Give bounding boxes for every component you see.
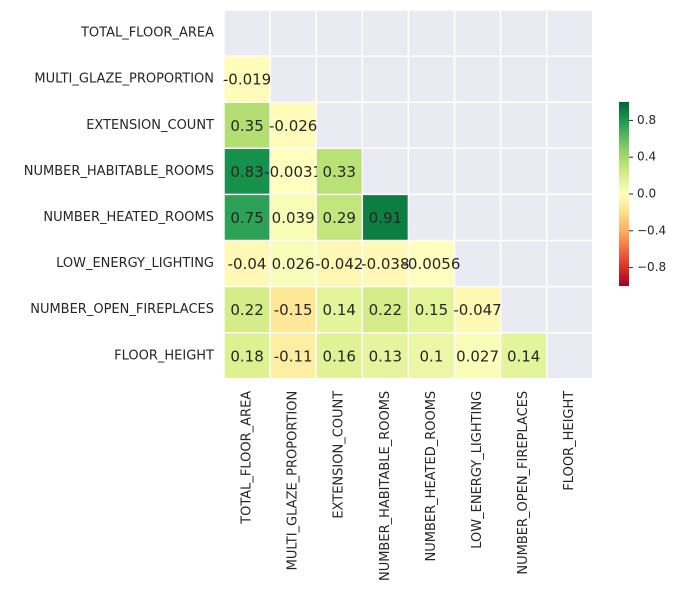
column-label: NUMBER_OPEN_FIREPLACES <box>516 391 531 575</box>
heatmap-cell <box>455 287 500 332</box>
cell-value-label: 0.29 <box>323 209 356 227</box>
cell-value-label: 0.1 <box>420 347 444 365</box>
heatmap-cell <box>363 195 408 240</box>
column-label: LOW_ENERGY_LIGHTING <box>470 391 485 549</box>
heatmap-cell <box>224 149 270 194</box>
column-label: NUMBER_HEATED_ROOMS <box>424 391 439 562</box>
heatmap-cell <box>270 195 316 240</box>
heatmap-cell <box>224 333 270 379</box>
cell-value-label: 0.027 <box>456 347 499 365</box>
heatmap-cell <box>270 102 316 148</box>
row-label: EXTENSION_COUNT <box>86 118 214 133</box>
row-label: NUMBER_HABITABLE_ROOMS <box>24 164 214 179</box>
heatmap-cell <box>224 195 270 240</box>
heatmap-cell <box>316 333 362 379</box>
heatmap-cell <box>363 287 408 332</box>
cell-value-label: 0.14 <box>323 301 356 319</box>
heatmap-cells: -0.019 0.35 -0.026 0.83 -0.0031 0.33 0.75 0.039… <box>223 56 546 379</box>
colorbar: 0.8 0.4 0.0 −0.4 −0.8 <box>619 102 666 286</box>
cell-value-label: -0.04 <box>228 255 267 273</box>
column-label: TOTAL_FLOOR_AREA <box>240 391 255 525</box>
colorbar-tick-label: 0.8 <box>637 113 656 127</box>
heatmap-cell <box>409 241 454 286</box>
row-label: FLOOR_HEIGHT <box>114 348 214 363</box>
cell-value-label: -0.0056 <box>402 255 460 273</box>
heatmap-cell <box>409 333 454 379</box>
colorbar-tick-label: 0.4 <box>637 150 656 164</box>
heatmap-cell <box>501 333 546 379</box>
cell-value-label: 0.026 <box>272 255 315 273</box>
cell-value-label: 0.75 <box>230 209 263 227</box>
colorbar-tick-label: 0.0 <box>637 187 656 201</box>
heatmap-cell <box>363 241 408 286</box>
cell-value-label: -0.026 <box>269 117 317 135</box>
cell-value-label: 0.33 <box>323 163 356 181</box>
cell-value-label: 0.22 <box>230 301 263 319</box>
heatmap-cell <box>270 241 316 286</box>
heatmap-cell <box>224 287 270 332</box>
row-label: MULTI_GLAZE_PROPORTION <box>34 72 214 87</box>
cell-value-label: -0.019 <box>223 71 271 89</box>
cell-value-label: -0.0031 <box>264 163 322 181</box>
cell-value-label: 0.35 <box>230 117 263 135</box>
column-label: MULTI_GLAZE_PROPORTION <box>286 391 301 571</box>
colorbar-tick-label: −0.8 <box>637 260 666 274</box>
cell-value-label: 0.91 <box>369 209 402 227</box>
column-label: EXTENSION_COUNT <box>332 391 347 519</box>
cell-value-label: -0.11 <box>274 347 313 365</box>
heatmap-cell <box>224 102 270 148</box>
heatmap-cell <box>270 287 316 332</box>
heatmap-cell <box>270 149 316 194</box>
cell-value-label: 0.039 <box>272 209 315 227</box>
cell-value-label: -0.047 <box>453 301 501 319</box>
colorbar-tick-label: −0.4 <box>637 223 666 237</box>
row-label: NUMBER_OPEN_FIREPLACES <box>30 302 214 317</box>
cell-value-label: 0.16 <box>323 347 356 365</box>
row-labels: TOTAL_FLOOR_AREA MULTI_GLAZE_PROPORTION EX… <box>24 26 214 364</box>
colorbar-gradient <box>619 102 629 286</box>
column-labels: TOTAL_FLOOR_AREA MULTI_GLAZE_PROPORTION EX… <box>240 391 578 581</box>
heatmap-cell <box>224 56 270 102</box>
cell-value-label: -0.038 <box>361 255 409 273</box>
heatmap-cell <box>224 241 270 286</box>
heatmap-cell <box>316 241 362 286</box>
row-label: TOTAL_FLOOR_AREA <box>80 26 214 41</box>
heatmap-cell <box>316 149 362 194</box>
heatmap-cell <box>409 287 454 332</box>
cell-value-label: 0.15 <box>415 301 448 319</box>
cell-value-label: -0.042 <box>315 255 363 273</box>
heatmap-cell <box>363 333 408 379</box>
heatmap-cell <box>316 195 362 240</box>
cell-value-label: 0.83 <box>230 163 263 181</box>
cell-value-label: 0.22 <box>369 301 402 319</box>
cell-value-label: 0.14 <box>507 347 540 365</box>
column-label: NUMBER_HABITABLE_ROOMS <box>378 391 393 581</box>
heatmap-cell <box>270 333 316 379</box>
row-label: LOW_ENERGY_LIGHTING <box>56 256 214 271</box>
cell-value-label: 0.13 <box>369 347 402 365</box>
cell-value-label: 0.18 <box>230 347 263 365</box>
heatmap-cell <box>455 333 500 379</box>
cell-value-label: -0.15 <box>274 301 313 319</box>
row-label: NUMBER_HEATED_ROOMS <box>43 210 214 225</box>
column-label: FLOOR_HEIGHT <box>562 391 577 491</box>
heatmap-cell <box>316 287 362 332</box>
